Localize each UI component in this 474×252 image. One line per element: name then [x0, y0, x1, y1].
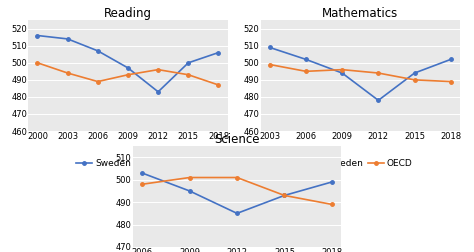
Sweden — [234, 212, 240, 215]
Sweden — [303, 58, 309, 61]
Line: OECD: OECD — [268, 63, 453, 83]
OECD — [65, 72, 71, 75]
Title: Reading: Reading — [104, 7, 152, 20]
Sweden — [375, 99, 381, 102]
Sweden — [339, 72, 345, 75]
Sweden — [187, 190, 192, 193]
Legend: Sweden, OECD: Sweden, OECD — [305, 155, 416, 172]
Sweden — [65, 37, 71, 40]
Sweden — [139, 172, 145, 175]
OECD — [375, 72, 381, 75]
Sweden — [95, 49, 100, 52]
OECD — [339, 68, 345, 71]
OECD — [155, 68, 161, 71]
Sweden — [185, 61, 191, 64]
Sweden — [155, 90, 161, 93]
Sweden — [216, 51, 221, 54]
Sweden — [267, 46, 273, 49]
Sweden — [412, 72, 418, 75]
Sweden — [125, 67, 131, 70]
OECD — [329, 203, 335, 206]
OECD — [448, 80, 454, 83]
OECD — [412, 78, 418, 81]
OECD — [303, 70, 309, 73]
Line: Sweden: Sweden — [268, 46, 453, 102]
OECD — [139, 183, 145, 186]
OECD — [282, 194, 287, 197]
Sweden — [282, 194, 287, 197]
OECD — [125, 73, 131, 76]
Sweden — [329, 180, 335, 183]
OECD — [185, 73, 191, 76]
OECD — [216, 83, 221, 86]
Line: OECD: OECD — [140, 176, 334, 206]
OECD — [234, 176, 240, 179]
Sweden — [448, 58, 454, 61]
Line: Sweden: Sweden — [140, 171, 334, 215]
Title: Science: Science — [214, 133, 260, 146]
Legend: Sweden, OECD: Sweden, OECD — [73, 155, 183, 172]
Line: OECD: OECD — [36, 61, 220, 87]
OECD — [35, 61, 40, 64]
OECD — [95, 80, 100, 83]
OECD — [187, 176, 192, 179]
Sweden — [35, 34, 40, 37]
Line: Sweden: Sweden — [36, 34, 220, 93]
OECD — [267, 63, 273, 66]
Title: Mathematics: Mathematics — [322, 7, 398, 20]
